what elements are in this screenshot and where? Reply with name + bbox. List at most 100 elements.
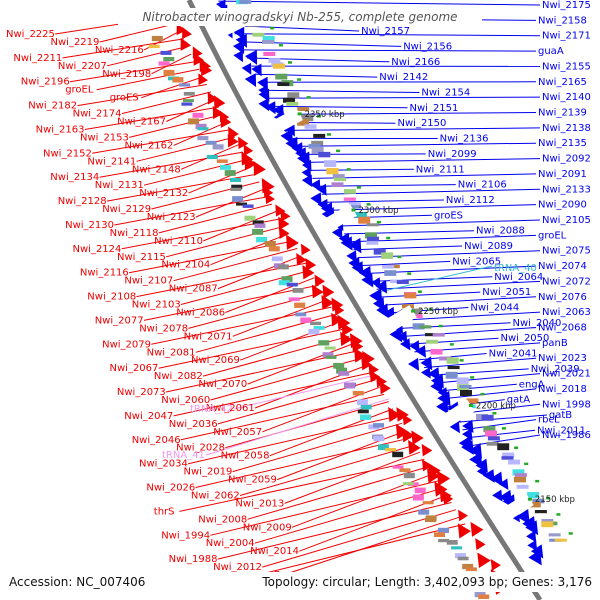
forward-gene-arrow: [408, 357, 420, 371]
reverse-gene-arrow: [427, 468, 440, 484]
gc-marker: [336, 149, 341, 153]
label-leader-line: [141, 76, 204, 99]
forward-gene-label: Nwi_2091: [538, 169, 587, 180]
label-leader-line: [188, 415, 398, 465]
forward-gene-label: gatB: [549, 410, 572, 421]
reverse-gene-label: Nwi_2046: [132, 435, 181, 446]
forward-gene-label: Nwi_2076: [538, 292, 587, 303]
reverse-gene-label: Nwi_2118: [110, 228, 159, 239]
cog-category-box: [197, 136, 209, 141]
cog-category-box: [425, 333, 437, 337]
cog-category-box: [532, 498, 545, 504]
kbp-marker-label: 2150 kbp: [535, 495, 575, 505]
cog-category-box: [301, 114, 314, 122]
cog-category-box: [554, 538, 567, 542]
reverse-gene-arrow: [334, 304, 345, 316]
label-leader-line: [395, 311, 541, 322]
cog-category-box: [481, 414, 494, 421]
reverse-gene-arrow: [220, 114, 232, 128]
cog-category-box: [273, 63, 285, 69]
forward-gene-arrow: [244, 73, 257, 88]
cog-category-box: [438, 527, 449, 533]
cog-category-box: [232, 196, 244, 202]
cog-category-box: [206, 155, 218, 160]
forward-gene-arrow: [498, 478, 509, 490]
title-backdrop: [118, 8, 482, 26]
gc-marker: [366, 203, 371, 206]
reverse-gene-label: Nwi_2019: [184, 467, 233, 478]
label-leader-line: [330, 204, 537, 211]
cog-category-box: [308, 143, 321, 149]
label-leader-line: [158, 328, 345, 369]
cog-category-box: [451, 546, 463, 550]
gc-marker: [535, 479, 540, 483]
forward-gene-arrow: [331, 226, 343, 240]
cog-category-box: [333, 362, 345, 369]
cog-category-box: [195, 123, 207, 130]
cog-category-box: [271, 256, 283, 262]
label-leader-line: [195, 437, 412, 488]
cog-category-box: [422, 501, 434, 505]
footer-backdrop: [4, 572, 596, 592]
reverse-gene-arrow: [322, 284, 335, 299]
label-leader-line: [96, 68, 200, 91]
cog-category-box: [366, 223, 379, 227]
forward-gene-arrow: [258, 98, 269, 112]
forward-gene-label: Nwi_2063: [542, 307, 591, 318]
cog-category-box: [430, 349, 443, 355]
reverse-gene-label: Nwi_2207: [58, 61, 107, 72]
cog-category-box: [188, 118, 200, 125]
kbp-tick: [297, 112, 302, 116]
label-leader-line: [409, 337, 499, 345]
cog-category-box: [179, 83, 191, 87]
label-leader-line: [151, 53, 192, 75]
label-leader-line: [348, 234, 537, 243]
reverse-gene-label: Nwi_2073: [117, 387, 166, 398]
forward-gene-arrow: [348, 237, 362, 254]
label-leader-line: [262, 509, 457, 568]
label-leader-line: [143, 284, 319, 321]
kbp-marker-label: 2350 kbp: [305, 110, 345, 120]
label-leader-line: [272, 105, 408, 109]
cog-category-box: [163, 57, 175, 62]
label-leader-line: [294, 142, 537, 147]
label-leader-line: [158, 203, 273, 234]
forward-gene-arrow: [389, 327, 403, 343]
forward-gene-label: Nwi_1998: [542, 399, 591, 410]
cog-category-box: [360, 404, 372, 410]
cog-category-box: [455, 553, 466, 559]
label-leader-line: [268, 96, 541, 99]
gene-labels: Nwi_2175Nwi_2173Nwi_2158Nwi_2157Nwi_2171…: [6, 0, 591, 589]
gc-marker: [386, 236, 391, 240]
cog-category-box: [183, 92, 195, 96]
forward-gene-label: Nwi_2021: [542, 369, 591, 380]
reverse-gene-label: Nwi_2026: [146, 483, 195, 494]
forward-gene-label: Nwi_2154: [421, 88, 470, 99]
cog-category-box: [295, 312, 307, 317]
cog-category-box: [263, 51, 276, 56]
cog-category-box: [508, 459, 521, 465]
cog-category-box: [465, 567, 477, 572]
reverse-gene-label: Nwi_2103: [132, 300, 181, 311]
cog-category-box: [244, 215, 256, 221]
cog-category-box: [311, 140, 324, 146]
label-leader-line: [173, 121, 227, 146]
reverse-gene-label: Nwi_2198: [102, 69, 151, 80]
forward-gene-label: Nwi_2158: [538, 15, 587, 26]
cog-category-box: [277, 264, 289, 270]
reverse-gene-label: groEL: [65, 85, 94, 96]
forward-gene-label: Nwi_2092: [542, 154, 591, 165]
label-leader-line: [179, 458, 425, 512]
cog-category-box: [311, 147, 324, 154]
label-leader-line: [433, 373, 541, 384]
cog-category-box: [236, 202, 247, 206]
forward-gene-label: Nwi_2064: [494, 272, 543, 283]
cog-category-box: [343, 189, 356, 194]
cog-category-box: [182, 99, 194, 103]
label-leader-line: [303, 158, 541, 163]
reverse-gene-arrow: [436, 470, 451, 486]
reverse-gene-arrow: [314, 274, 325, 287]
forward-gene-arrow: [528, 549, 542, 566]
cog-category-box: [332, 174, 345, 179]
cog-category-box: [419, 325, 432, 329]
